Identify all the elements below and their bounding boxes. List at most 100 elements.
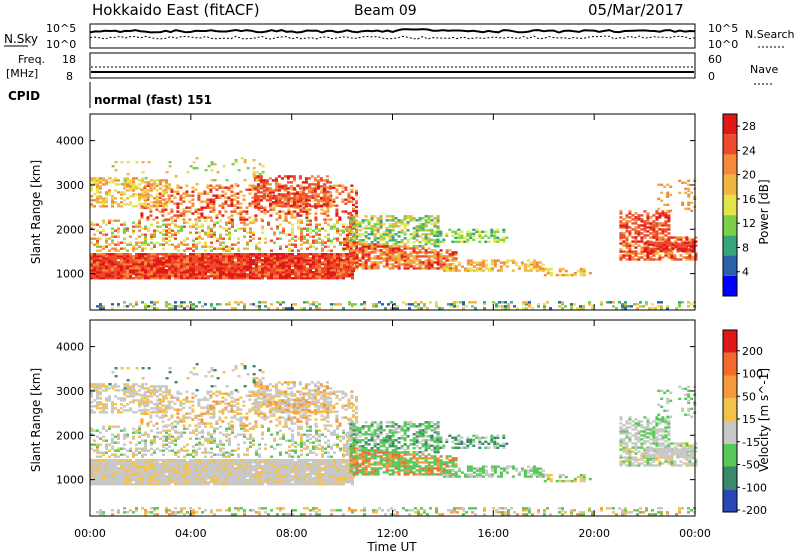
range-gate-cell xyxy=(289,175,293,178)
range-gate-cell xyxy=(279,267,282,270)
range-gate-cell xyxy=(156,475,159,478)
range-gate-cell xyxy=(117,205,120,208)
range-gate-cell xyxy=(198,231,201,234)
range-gate-cell xyxy=(394,259,398,262)
range-gate-cell xyxy=(201,465,204,468)
range-gate-cell xyxy=(186,305,189,308)
range-gate-cell xyxy=(658,212,662,215)
range-gate-cell xyxy=(240,463,243,466)
range-gate-cell xyxy=(177,267,180,270)
range-gate-cell xyxy=(141,301,144,304)
range-gate-cell xyxy=(378,301,381,304)
range-gate-cell xyxy=(123,263,126,266)
range-gate-cell xyxy=(418,219,422,222)
range-gate-cell xyxy=(171,275,174,278)
range-gate-cell xyxy=(138,473,141,476)
range-gate-cell xyxy=(231,307,234,310)
range-gate-cell xyxy=(314,212,318,215)
range-gate-cell xyxy=(239,214,243,217)
range-gate-cell xyxy=(409,263,413,266)
range-gate-cell xyxy=(424,265,428,268)
range-gate-cell xyxy=(403,263,407,266)
range-gate-cell xyxy=(625,214,629,217)
range-gate-cell xyxy=(141,177,144,180)
range-gate-cell xyxy=(123,479,126,482)
range-gate-cell xyxy=(361,243,365,246)
range-gate-cell xyxy=(288,273,291,276)
range-gate-cell xyxy=(324,255,327,258)
range-gate-cell xyxy=(427,259,431,262)
range-gate-cell xyxy=(315,231,318,234)
range-gate-cell xyxy=(517,265,521,268)
range-gate-cell xyxy=(165,179,168,182)
range-gate-cell xyxy=(150,273,153,276)
range-gate-cell xyxy=(111,473,114,476)
range-gate-cell xyxy=(156,269,159,272)
range-gate-cell xyxy=(406,259,410,262)
range-gate-cell xyxy=(147,259,150,262)
range-gate-cell xyxy=(259,205,263,208)
range-gate-cell xyxy=(394,221,398,224)
range-gate-cell xyxy=(412,235,416,238)
range-gate-cell xyxy=(165,269,168,272)
range-gate-cell xyxy=(263,212,267,215)
range-gate-cell xyxy=(225,233,228,236)
range-gate-cell xyxy=(102,479,105,482)
range-gate-cell xyxy=(273,275,276,278)
range-gate-cell xyxy=(549,307,552,310)
range-gate-cell xyxy=(525,303,528,306)
range-gate-cell xyxy=(579,307,582,310)
range-gate-cell xyxy=(243,275,246,278)
range-gate-cell xyxy=(159,459,162,462)
range-gate-cell xyxy=(243,265,246,268)
range-gate-cell xyxy=(255,465,258,468)
range-gate-cell xyxy=(382,237,386,240)
range-gate-cell xyxy=(436,267,440,270)
range-gate-cell xyxy=(300,261,303,264)
range-gate-cell xyxy=(180,227,183,230)
range-gate-cell xyxy=(528,305,531,308)
range-gate-cell xyxy=(114,219,117,222)
range-gate-cell xyxy=(240,465,243,468)
range-gate-cell xyxy=(144,233,147,236)
range-gate-cell xyxy=(478,234,482,237)
range-gate-cell xyxy=(333,275,336,278)
range-gate-cell xyxy=(339,273,342,276)
range-gate-cell xyxy=(147,467,150,470)
range-gate-cell xyxy=(315,227,318,230)
range-gate-cell xyxy=(135,473,138,476)
range-gate-cell xyxy=(348,227,351,230)
range-gate-cell xyxy=(523,265,527,268)
range-gate-cell xyxy=(385,263,389,266)
range-gate-cell xyxy=(156,197,159,200)
range-gate-cell xyxy=(204,263,207,266)
range-gate-cell xyxy=(661,256,665,259)
range-gate-cell xyxy=(277,203,281,206)
range-gate-cell xyxy=(336,239,339,242)
range-gate-cell xyxy=(126,189,129,192)
range-gate-cell xyxy=(240,227,243,230)
range-gate-cell xyxy=(155,216,159,219)
range-gate-cell xyxy=(360,303,363,306)
range-gate-cell xyxy=(219,225,222,228)
range-gate-cell xyxy=(132,465,135,468)
range-gate-cell xyxy=(123,267,126,270)
range-gate-cell xyxy=(174,175,178,178)
range-gate-cell xyxy=(333,261,336,264)
range-gate-cell xyxy=(108,459,111,462)
range-gate-cell xyxy=(225,277,228,280)
range-gate-cell xyxy=(132,229,135,232)
range-gate-cell xyxy=(300,307,303,310)
range-gate-cell xyxy=(644,249,648,252)
range-gate-cell xyxy=(111,233,114,236)
range-gate-cell xyxy=(231,477,234,480)
range-gate-cell xyxy=(355,201,358,205)
range-gate-cell xyxy=(198,219,201,222)
range-gate-cell xyxy=(159,275,162,278)
range-gate-cell xyxy=(622,226,626,229)
range-gate-cell xyxy=(210,179,214,182)
range-gate-cell xyxy=(373,261,377,264)
range-gate-cell xyxy=(222,463,225,466)
range-gate-cell xyxy=(261,253,264,256)
range-gate-cell xyxy=(657,207,661,210)
